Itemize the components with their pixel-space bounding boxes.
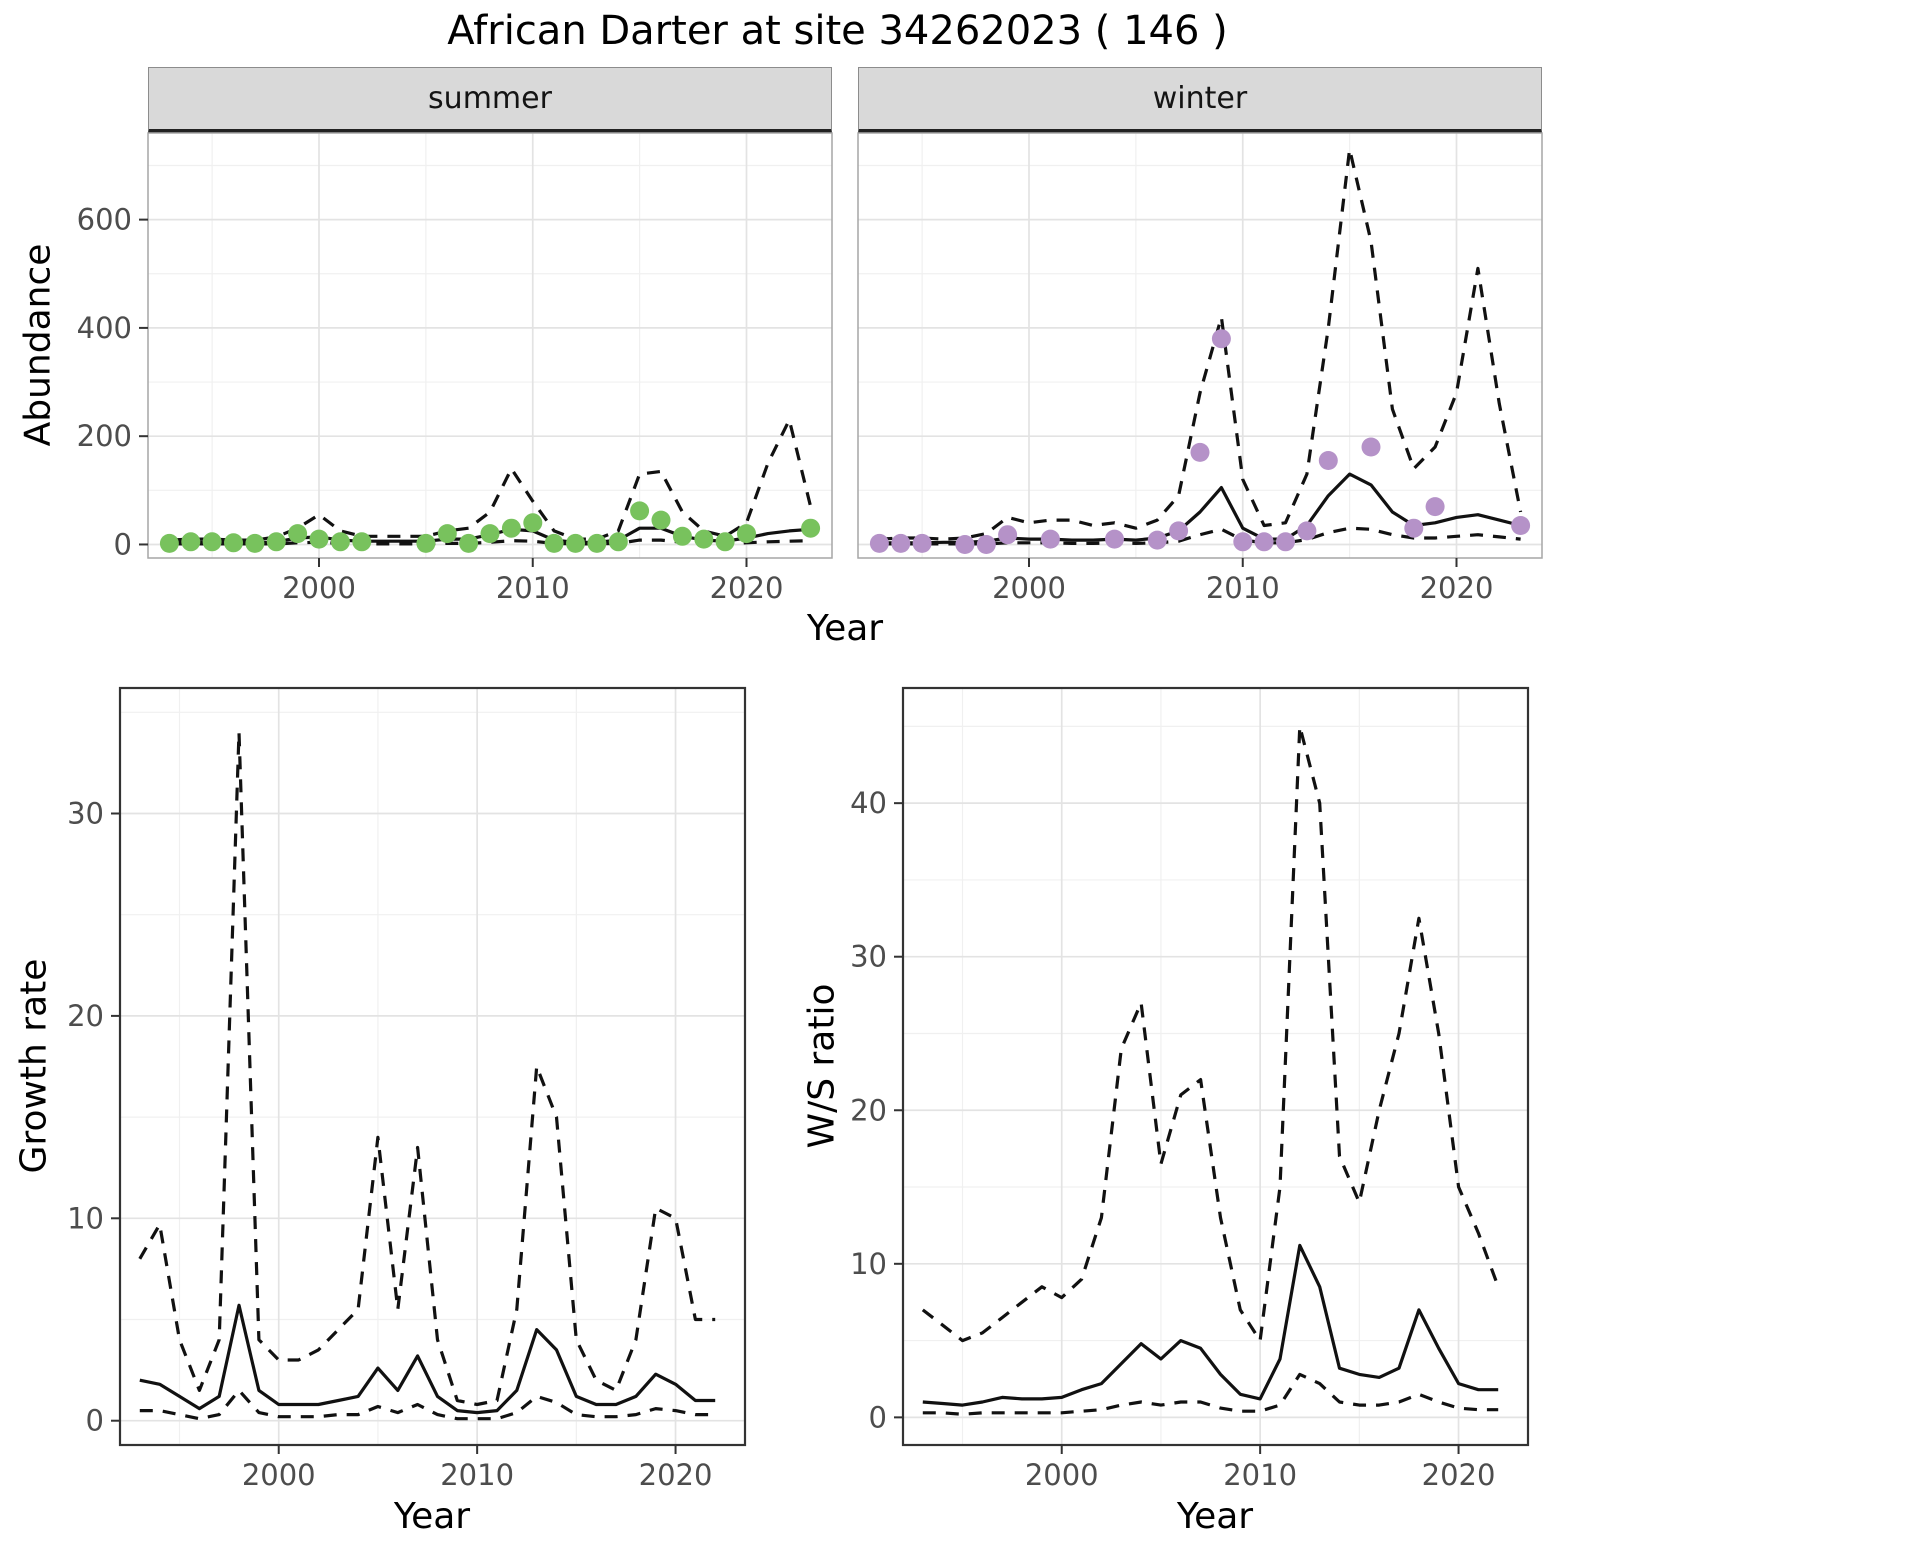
winter-observed-point bbox=[1404, 518, 1424, 538]
winter-observed-point bbox=[1147, 530, 1167, 550]
winter-observed-point bbox=[1190, 442, 1210, 462]
summer-y-tick-label: 0 bbox=[114, 527, 132, 561]
winter-panel-background bbox=[858, 133, 1542, 558]
summer-observed-point bbox=[566, 533, 585, 553]
growth_rate-fit-line bbox=[139, 1303, 716, 1415]
summer-observed-point bbox=[523, 513, 543, 533]
ws_ratio-lower_95ci-line bbox=[922, 1372, 1499, 1416]
winter-observed-point bbox=[1254, 532, 1274, 552]
winter-observed-point bbox=[976, 535, 996, 554]
winter-observed-point bbox=[1297, 521, 1317, 541]
summer-observed-point bbox=[266, 532, 286, 552]
ws_ratio-panel-border bbox=[901, 686, 1530, 1447]
ws_ratio-upper_95ci-line bbox=[921, 724, 1500, 1343]
ws_ratio-x-tick-label: 2010 bbox=[1223, 1458, 1297, 1492]
winter-lower_95ci-line bbox=[879, 526, 1521, 546]
growth_rate-y-tick-label: 10 bbox=[67, 1201, 104, 1235]
summer-observed-point bbox=[352, 532, 372, 552]
growth_rate-x-tick-label: 2010 bbox=[440, 1458, 514, 1492]
summer-observed-point bbox=[608, 532, 628, 552]
winter-observed-point bbox=[1233, 532, 1253, 552]
winter-observed-point bbox=[998, 525, 1018, 545]
summer-observed-point bbox=[737, 524, 756, 544]
summer-x-tick-label: 2010 bbox=[496, 571, 570, 605]
summer-panel-background bbox=[148, 133, 832, 558]
growth_rate-y-tick-label: 30 bbox=[67, 796, 104, 830]
winter-observed-point bbox=[1511, 516, 1531, 535]
summer-observed-point bbox=[630, 501, 650, 521]
winter-panel-border bbox=[857, 132, 1543, 559]
growth_rate-x-tick-label: 2000 bbox=[242, 1458, 316, 1492]
winter-observed-point bbox=[1169, 521, 1189, 541]
summer-observed-point bbox=[501, 518, 521, 538]
growth_rate-panel-background bbox=[120, 688, 745, 1445]
ws_ratio-fit-line bbox=[922, 1243, 1499, 1407]
summer-observed-point bbox=[672, 526, 692, 546]
summer-observed-point bbox=[587, 533, 607, 553]
growth_rate-panel-border bbox=[118, 686, 747, 1447]
summer-observed-point bbox=[480, 524, 500, 544]
summer-observed-point bbox=[309, 529, 329, 549]
summer-y-tick-label: 600 bbox=[77, 203, 132, 237]
winter-observed-point bbox=[1425, 497, 1445, 517]
summer-x-tick-label: 2020 bbox=[710, 571, 784, 605]
ws_ratio-y-tick-label: 0 bbox=[869, 1400, 887, 1434]
summer-x-tick-label: 2000 bbox=[282, 571, 356, 605]
facet-strip-summer-label: summer bbox=[428, 81, 552, 116]
summer-y-tick-label: 200 bbox=[77, 419, 132, 453]
growth_rate-x-tick-label: 2020 bbox=[639, 1458, 713, 1492]
winter-observed-point bbox=[891, 533, 911, 553]
x-axis-label-year-growth: Year bbox=[393, 1496, 471, 1537]
winter-x-tick-label: 2020 bbox=[1420, 571, 1494, 605]
summer-observed-point bbox=[330, 532, 350, 552]
winter-observed-point bbox=[1318, 451, 1338, 470]
ws_ratio-x-tick-label: 2020 bbox=[1422, 1458, 1496, 1492]
ws_ratio-y-tick-label: 40 bbox=[850, 786, 887, 820]
x-axis-label-year-ws: Year bbox=[1176, 1496, 1254, 1537]
winter-observed-point bbox=[1105, 529, 1124, 549]
winter-x-tick-label: 2000 bbox=[992, 571, 1066, 605]
winter-observed-point bbox=[912, 533, 932, 553]
winter-observed-point bbox=[955, 535, 975, 554]
summer-observed-point bbox=[288, 524, 308, 544]
ws_ratio-y-tick-label: 30 bbox=[850, 940, 887, 974]
winter-upper_95ci-line bbox=[879, 147, 1523, 541]
ws_ratio-y-tick-label: 10 bbox=[850, 1247, 887, 1281]
summer-observed-point bbox=[651, 510, 671, 530]
ws_ratio-y-tick-label: 20 bbox=[850, 1093, 887, 1127]
winter-x-tick-label: 2010 bbox=[1206, 571, 1280, 605]
summer-observed-point bbox=[459, 533, 479, 553]
facet-strip-winter: winter bbox=[858, 67, 1542, 133]
x-axis-label-year-top: Year bbox=[806, 608, 884, 649]
summer-panel-border bbox=[147, 132, 833, 559]
ws_ratio-x-tick-label: 2000 bbox=[1025, 1458, 1099, 1492]
summer-observed-point bbox=[202, 532, 222, 552]
summer-observed-point bbox=[224, 533, 243, 553]
summer-observed-point bbox=[715, 532, 735, 552]
page-title: African Darter at site 34262023 ( 146 ) bbox=[447, 8, 1228, 54]
facet-strip-winter-label: winter bbox=[1152, 81, 1248, 116]
summer-observed-point bbox=[181, 532, 201, 552]
summer-y-tick-label: 400 bbox=[77, 311, 132, 345]
summer-observed-point bbox=[245, 533, 265, 553]
summer-observed-point bbox=[694, 529, 714, 549]
winter-observed-point bbox=[1040, 529, 1060, 549]
summer-observed-point bbox=[416, 533, 436, 553]
facet-strip-summer: summer bbox=[148, 67, 832, 133]
growth_rate-y-tick-label: 0 bbox=[86, 1404, 104, 1438]
winter-observed-point bbox=[1361, 437, 1381, 457]
winter-observed-point bbox=[1276, 532, 1295, 552]
growth_rate-y-tick-label: 20 bbox=[67, 999, 104, 1033]
summer-observed-point bbox=[801, 518, 821, 538]
summer-observed-point bbox=[159, 533, 179, 553]
winter-observed-point bbox=[1211, 329, 1231, 349]
summer-observed-point bbox=[437, 524, 457, 544]
winter-observed-point bbox=[869, 533, 889, 553]
summer-observed-point bbox=[544, 533, 564, 553]
growth_rate-upper_95ci-line bbox=[138, 730, 716, 1407]
ws_ratio-panel-background bbox=[903, 688, 1528, 1445]
